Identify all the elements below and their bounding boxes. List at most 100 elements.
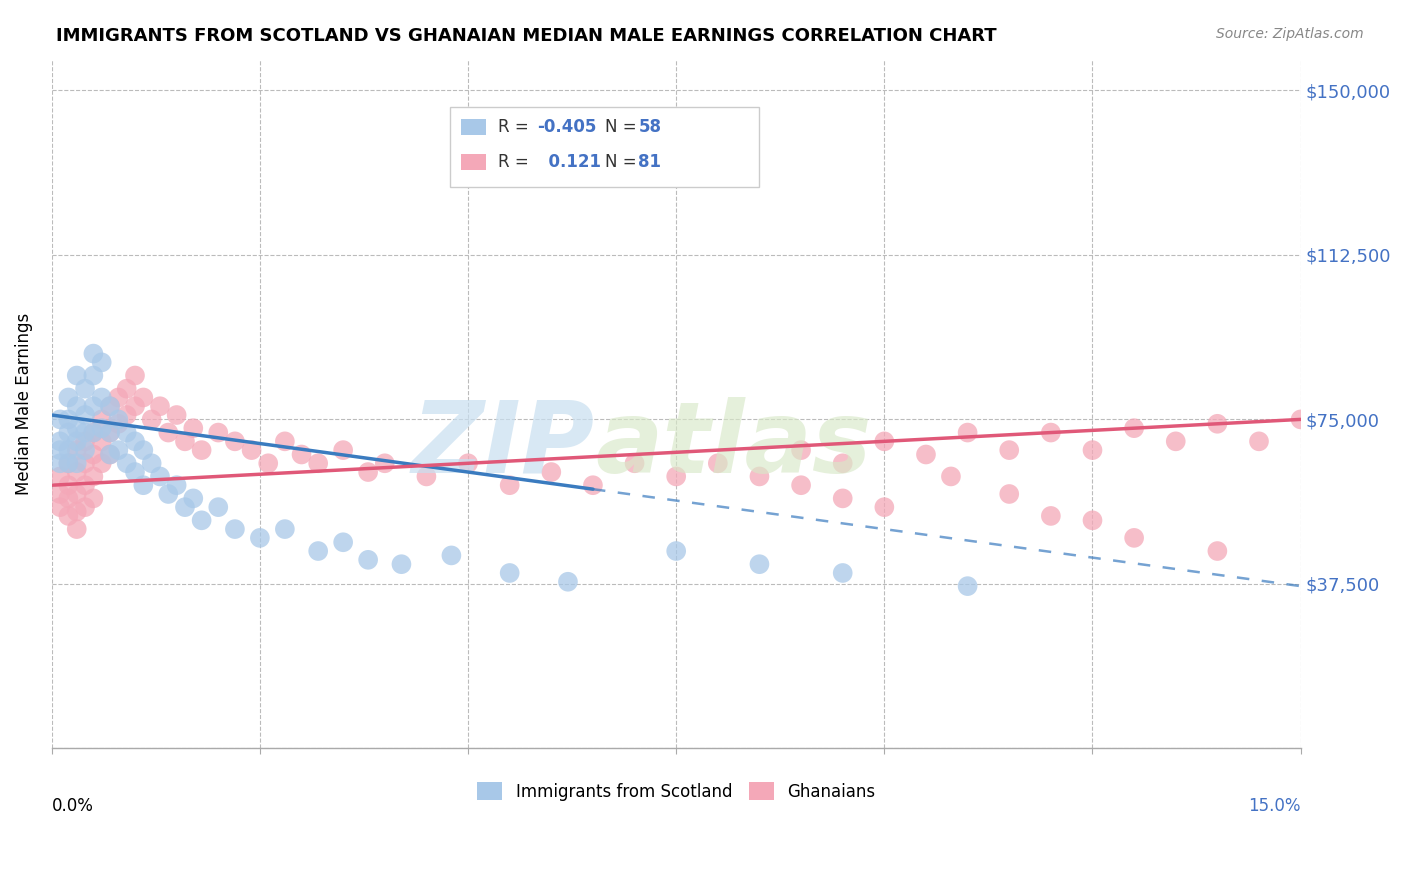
Point	[956, 425, 979, 440]
Point	[415, 469, 437, 483]
Point	[257, 456, 280, 470]
Point	[66, 421, 89, 435]
Point	[98, 448, 121, 462]
Point	[107, 412, 129, 426]
Point	[107, 443, 129, 458]
Point	[1039, 425, 1062, 440]
Point	[332, 443, 354, 458]
Point	[790, 443, 813, 458]
Point	[157, 487, 180, 501]
Point	[391, 558, 413, 572]
Point	[58, 491, 80, 506]
Point	[66, 434, 89, 449]
Point	[831, 456, 853, 470]
Point	[73, 382, 96, 396]
Point	[956, 579, 979, 593]
Point	[82, 346, 104, 360]
Text: Source: ZipAtlas.com: Source: ZipAtlas.com	[1216, 27, 1364, 41]
Point	[374, 456, 396, 470]
Point	[440, 549, 463, 563]
Point	[224, 434, 246, 449]
Point	[49, 487, 72, 501]
Point	[124, 368, 146, 383]
Point	[1081, 513, 1104, 527]
Point	[115, 382, 138, 396]
Text: 0.0%: 0.0%	[52, 797, 94, 814]
Point	[98, 425, 121, 440]
Point	[98, 399, 121, 413]
Point	[141, 412, 163, 426]
Point	[58, 412, 80, 426]
Point	[307, 544, 329, 558]
Point	[707, 456, 730, 470]
Point	[1123, 421, 1146, 435]
Legend: Immigrants from Scotland, Ghanaians: Immigrants from Scotland, Ghanaians	[468, 773, 883, 809]
Point	[58, 456, 80, 470]
Point	[240, 443, 263, 458]
Text: R =: R =	[498, 118, 534, 136]
Point	[90, 355, 112, 369]
Point	[90, 421, 112, 435]
Point	[73, 456, 96, 470]
Point	[73, 478, 96, 492]
Point	[98, 399, 121, 413]
Point	[115, 425, 138, 440]
Point	[1164, 434, 1187, 449]
Text: IMMIGRANTS FROM SCOTLAND VS GHANAIAN MEDIAN MALE EARNINGS CORRELATION CHART: IMMIGRANTS FROM SCOTLAND VS GHANAIAN MED…	[56, 27, 997, 45]
Point	[357, 553, 380, 567]
Point	[124, 399, 146, 413]
Point	[49, 434, 72, 449]
Point	[873, 434, 896, 449]
Point	[124, 434, 146, 449]
Point	[207, 500, 229, 515]
Point	[149, 399, 172, 413]
Point	[831, 566, 853, 580]
Point	[582, 478, 605, 492]
Point	[82, 368, 104, 383]
Point	[665, 544, 688, 558]
Point	[1247, 434, 1270, 449]
Point	[49, 469, 72, 483]
Point	[1081, 443, 1104, 458]
Text: 81: 81	[638, 153, 661, 171]
Point	[132, 443, 155, 458]
Point	[540, 465, 562, 479]
Point	[457, 456, 479, 470]
Point	[1206, 417, 1229, 431]
Point	[58, 508, 80, 523]
Point	[249, 531, 271, 545]
Point	[174, 434, 197, 449]
Point	[73, 425, 96, 440]
Point	[58, 391, 80, 405]
Point	[915, 448, 938, 462]
Point	[66, 465, 89, 479]
Point	[73, 434, 96, 449]
Point	[82, 448, 104, 462]
Point	[82, 425, 104, 440]
Point	[66, 456, 89, 470]
Point	[1123, 531, 1146, 545]
Point	[998, 487, 1021, 501]
Point	[166, 478, 188, 492]
Point	[82, 491, 104, 506]
Point	[174, 500, 197, 515]
Point	[190, 513, 212, 527]
Point	[90, 391, 112, 405]
Point	[82, 399, 104, 413]
Point	[58, 456, 80, 470]
Point	[748, 558, 770, 572]
Point	[1289, 412, 1312, 426]
Point	[274, 522, 297, 536]
Point	[107, 417, 129, 431]
Point	[623, 456, 645, 470]
Point	[49, 500, 72, 515]
Point	[1039, 508, 1062, 523]
Point	[73, 443, 96, 458]
Point	[115, 408, 138, 422]
Point	[499, 478, 522, 492]
Point	[499, 566, 522, 580]
Point	[939, 469, 962, 483]
Point	[557, 574, 579, 589]
Point	[274, 434, 297, 449]
Point	[157, 425, 180, 440]
